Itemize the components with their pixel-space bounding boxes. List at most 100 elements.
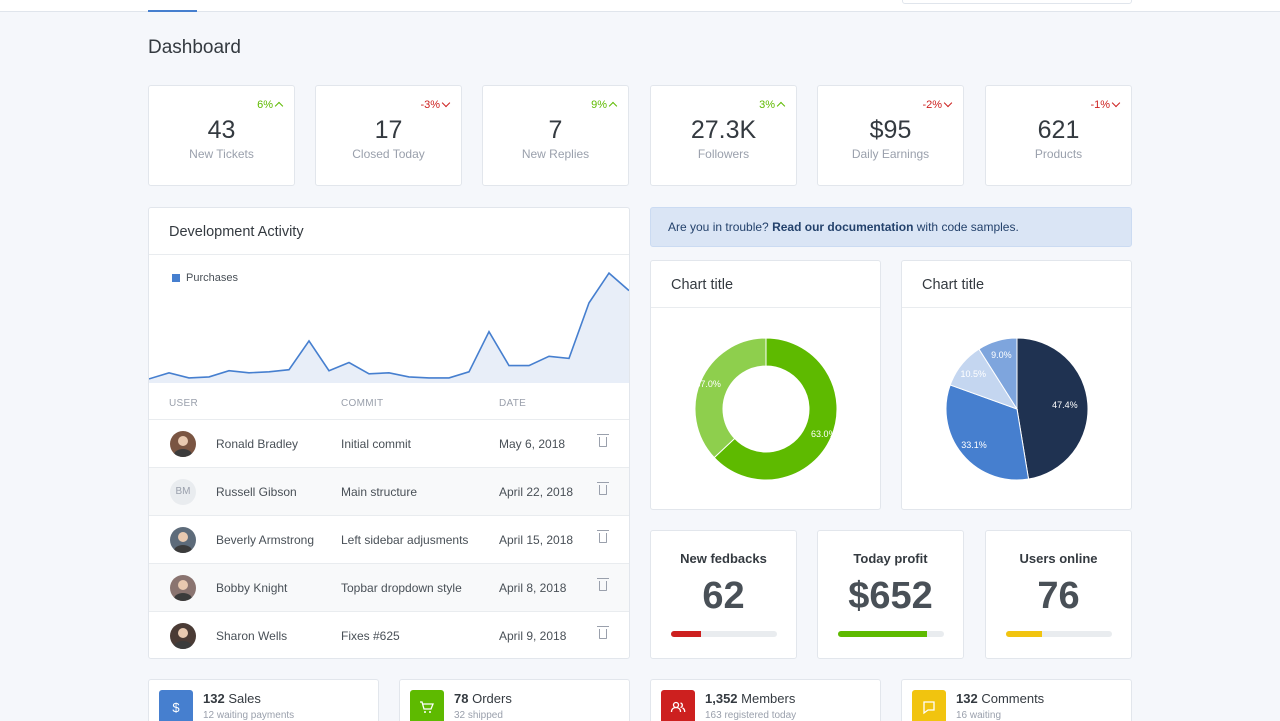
summary-count-value: 1,352	[705, 691, 738, 706]
avatar[interactable]	[170, 575, 196, 601]
pie-slice[interactable]	[945, 384, 1030, 481]
delta-value: -1%	[1090, 99, 1110, 111]
alert-prefix: Are you in trouble?	[668, 220, 769, 234]
summary-count-value: 78	[454, 691, 469, 706]
progress-bar	[671, 631, 777, 637]
commit-date: May 6, 2018	[499, 437, 566, 451]
stat-card: -2% $95 Daily Earnings	[817, 85, 964, 186]
summary-count-value: 132	[956, 691, 978, 706]
metric-card: New fedbacks 62	[650, 530, 797, 659]
summary-count-value: 132	[203, 691, 225, 706]
pie-slice[interactable]	[978, 337, 1018, 411]
summary-card: 1,352 Members 163 registered today	[650, 679, 881, 721]
stat-delta: -3%	[420, 98, 451, 111]
trash-icon[interactable]	[597, 482, 609, 495]
trash-icon[interactable]	[597, 578, 609, 591]
delta-value: 3%	[759, 99, 775, 111]
delta-value: -3%	[420, 99, 440, 111]
commit-message: Fixes #625	[341, 629, 400, 643]
delta-value: -2%	[922, 99, 942, 111]
column-commit[interactable]: COMMIT	[341, 398, 384, 409]
summary-subtext: 32 shipped	[454, 710, 503, 721]
summary-label: Orders	[472, 691, 512, 706]
trash-icon[interactable]	[597, 530, 609, 543]
metric-value: 76	[1037, 575, 1080, 617]
metric-label: Today profit	[853, 551, 928, 566]
table-row: Bobby Knight Topbar dropdown style April 8…	[149, 564, 629, 612]
donut-chart-card: Chart title 63.0% 37.0%	[650, 260, 881, 510]
table-row: BM Russell Gibson Main structure April 22, …	[149, 468, 629, 516]
purchases-area-chart	[149, 271, 629, 383]
avatar[interactable]	[170, 431, 196, 457]
avatar[interactable]	[170, 623, 196, 649]
delta-value: 6%	[257, 99, 273, 111]
summary-count: 132 Sales	[203, 691, 261, 706]
summary-label: Comments	[981, 691, 1045, 706]
user-name: Ronald Bradley	[216, 437, 299, 451]
user-name: Bobby Knight	[216, 581, 288, 595]
commit-message: Left sidebar adjusments	[341, 533, 469, 547]
stat-card: 6% 43 New Tickets	[148, 85, 295, 186]
commit-message: Topbar dropdown style	[341, 581, 462, 595]
summary-card: $132 Sales 12 waiting payments	[148, 679, 379, 721]
summary-count: 132 Comments	[956, 691, 1044, 706]
search-input[interactable]	[902, 0, 1132, 4]
summary-count: 1,352 Members	[705, 691, 795, 706]
pie-chart-card: Chart title 47.4% 33.1% 10.5% 9.0%	[901, 260, 1132, 510]
column-user[interactable]: USER	[169, 398, 198, 409]
svg-text:$: $	[172, 700, 180, 715]
metric-card: Users online 76	[985, 530, 1132, 659]
pie-slice[interactable]	[713, 337, 838, 481]
summary-subtext: 16 waiting	[956, 710, 1002, 721]
summary-subtext: 12 waiting payments	[203, 710, 295, 721]
user-name: Beverly Armstrong	[216, 533, 315, 547]
stat-label: New Tickets	[189, 147, 254, 161]
slice-label: 37.0%	[695, 379, 721, 389]
slice-label: 33.1%	[961, 440, 987, 450]
trash-icon[interactable]	[597, 434, 609, 447]
stat-label: Closed Today	[352, 147, 425, 161]
stat-delta: -2%	[922, 98, 953, 111]
stat-card: 9% 7 New Replies	[482, 85, 629, 186]
avatar[interactable]	[170, 527, 196, 553]
delta-value: 9%	[591, 99, 607, 111]
stat-value: $95	[869, 116, 912, 144]
dollar-icon: $	[159, 690, 193, 721]
alert-suffix: with code samples.	[916, 220, 1019, 234]
stat-card: -1% 621 Products	[985, 85, 1132, 186]
table-row: Ronald Bradley Initial commit May 6, 2018	[149, 420, 629, 468]
user-name: Russell Gibson	[216, 485, 297, 499]
slice-label: 10.5%	[961, 369, 987, 379]
legend-label: Purchases	[186, 272, 238, 284]
stat-label: Followers	[697, 147, 750, 161]
stat-card: 3% 27.3K Followers	[650, 85, 797, 186]
commit-message: Initial commit	[341, 437, 412, 451]
commit-date: April 9, 2018	[499, 629, 567, 643]
chevron-down-icon	[1111, 98, 1121, 108]
column-date[interactable]: DATE	[499, 398, 527, 409]
chart-legend[interactable]: Purchases	[172, 272, 238, 284]
stat-value: 17	[374, 116, 403, 144]
stat-value: 27.3K	[690, 116, 757, 144]
pie-slice[interactable]	[694, 337, 767, 459]
metric-label: Users online	[1019, 551, 1098, 566]
summary-count: 78 Orders	[454, 691, 512, 706]
documentation-link[interactable]: Read our documentation	[772, 220, 914, 234]
table-header: USER COMMIT DATE	[149, 390, 629, 420]
trash-icon[interactable]	[597, 626, 609, 639]
avatar[interactable]: BM	[170, 479, 196, 505]
summary-label: Members	[741, 691, 796, 706]
documentation-alert: Are you in trouble? Read our documentati…	[650, 207, 1132, 247]
summary-card: 132 Comments 16 waiting	[901, 679, 1132, 721]
stat-delta: -1%	[1090, 98, 1121, 111]
card-title: Chart title	[671, 277, 734, 293]
stat-delta: 6%	[257, 99, 284, 111]
stat-delta: 3%	[759, 99, 786, 111]
progress-bar	[838, 631, 944, 637]
slice-label: 47.4%	[1052, 400, 1078, 410]
pie-slice[interactable]	[1016, 337, 1089, 480]
slice-label: 9.0%	[991, 350, 1012, 360]
stat-delta: 9%	[591, 99, 618, 111]
summary-subtext: 163 registered today	[705, 710, 797, 721]
commit-date: April 22, 2018	[499, 485, 574, 499]
